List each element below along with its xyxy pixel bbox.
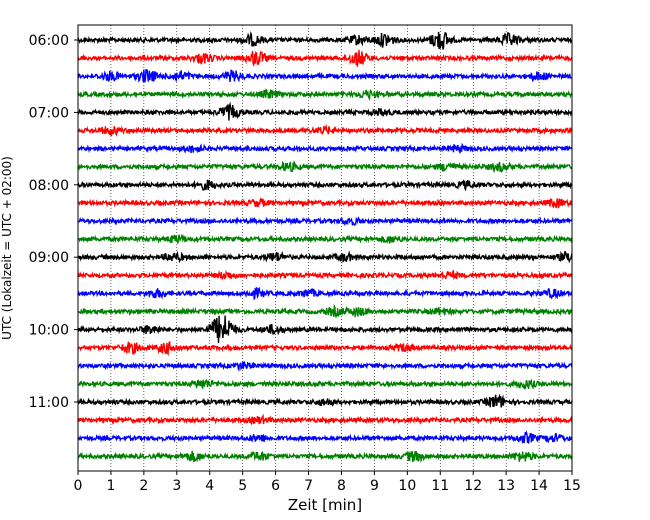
x-tick-label: 15 xyxy=(563,478,581,494)
y-tick-label: 07:00 xyxy=(29,105,69,121)
x-tick-label: 1 xyxy=(106,478,115,494)
x-tick-label: 13 xyxy=(497,478,515,494)
x-axis-label: Zeit [min] xyxy=(288,496,362,514)
trace-1015 xyxy=(77,341,573,357)
x-tick-label: 7 xyxy=(304,478,313,494)
trace-1145 xyxy=(77,450,573,464)
x-tick-label: 4 xyxy=(205,478,214,494)
x-tick-label: 5 xyxy=(238,478,247,494)
y-tick-label: 10:00 xyxy=(29,323,69,339)
trace-0615 xyxy=(77,49,573,67)
trace-0730 xyxy=(77,142,573,154)
trace-0815 xyxy=(77,196,573,209)
x-tick-label: 14 xyxy=(530,478,548,494)
y-tick-label: 06:00 xyxy=(29,33,69,49)
trace-0645 xyxy=(77,88,573,102)
y-tick-label: 08:00 xyxy=(29,178,69,194)
x-tick-label: 6 xyxy=(271,478,280,494)
x-tick-label: 10 xyxy=(398,478,416,494)
x-tick-label: 11 xyxy=(431,478,449,494)
trace-0800 xyxy=(77,179,573,192)
seismic-traces xyxy=(77,30,573,464)
y-axis: 06:00 07:00 08:00 09:00 10:00 11:00 xyxy=(29,33,78,411)
y-tick-label: 11:00 xyxy=(29,395,69,411)
trace-0845 xyxy=(77,233,573,245)
x-axis: 0 1 2 3 4 5 6 7 8 9 10 11 12 13 14 15 xyxy=(74,471,581,494)
x-tick-label: 9 xyxy=(370,478,379,494)
trace-0745 xyxy=(77,160,573,174)
y-tick-label: 09:00 xyxy=(29,250,69,266)
trace-1045 xyxy=(77,378,573,391)
trace-1130 xyxy=(77,429,573,444)
x-tick-label: 0 xyxy=(74,478,83,494)
trace-1115 xyxy=(77,413,573,426)
trace-0600 xyxy=(77,30,573,50)
trace-0700 xyxy=(77,101,573,121)
trace-1000 xyxy=(77,315,573,344)
y-axis-label: UTC (Lokalzeit = UTC + 02:00) xyxy=(0,156,14,340)
trace-0830 xyxy=(77,216,573,227)
grid-lines xyxy=(110,25,540,471)
trace-1100 xyxy=(77,393,573,408)
trace-0630 xyxy=(77,69,573,83)
trace-0715 xyxy=(77,123,573,137)
x-tick-label: 2 xyxy=(139,478,148,494)
trace-0930 xyxy=(77,286,573,301)
trace-1030 xyxy=(77,361,573,372)
x-tick-label: 3 xyxy=(172,478,181,494)
trace-0915 xyxy=(77,269,573,281)
plot-frame xyxy=(77,24,573,472)
x-tick-label: 12 xyxy=(464,478,482,494)
trace-0945 xyxy=(77,303,573,319)
x-tick-label: 8 xyxy=(337,478,346,494)
trace-0900 xyxy=(77,250,573,264)
